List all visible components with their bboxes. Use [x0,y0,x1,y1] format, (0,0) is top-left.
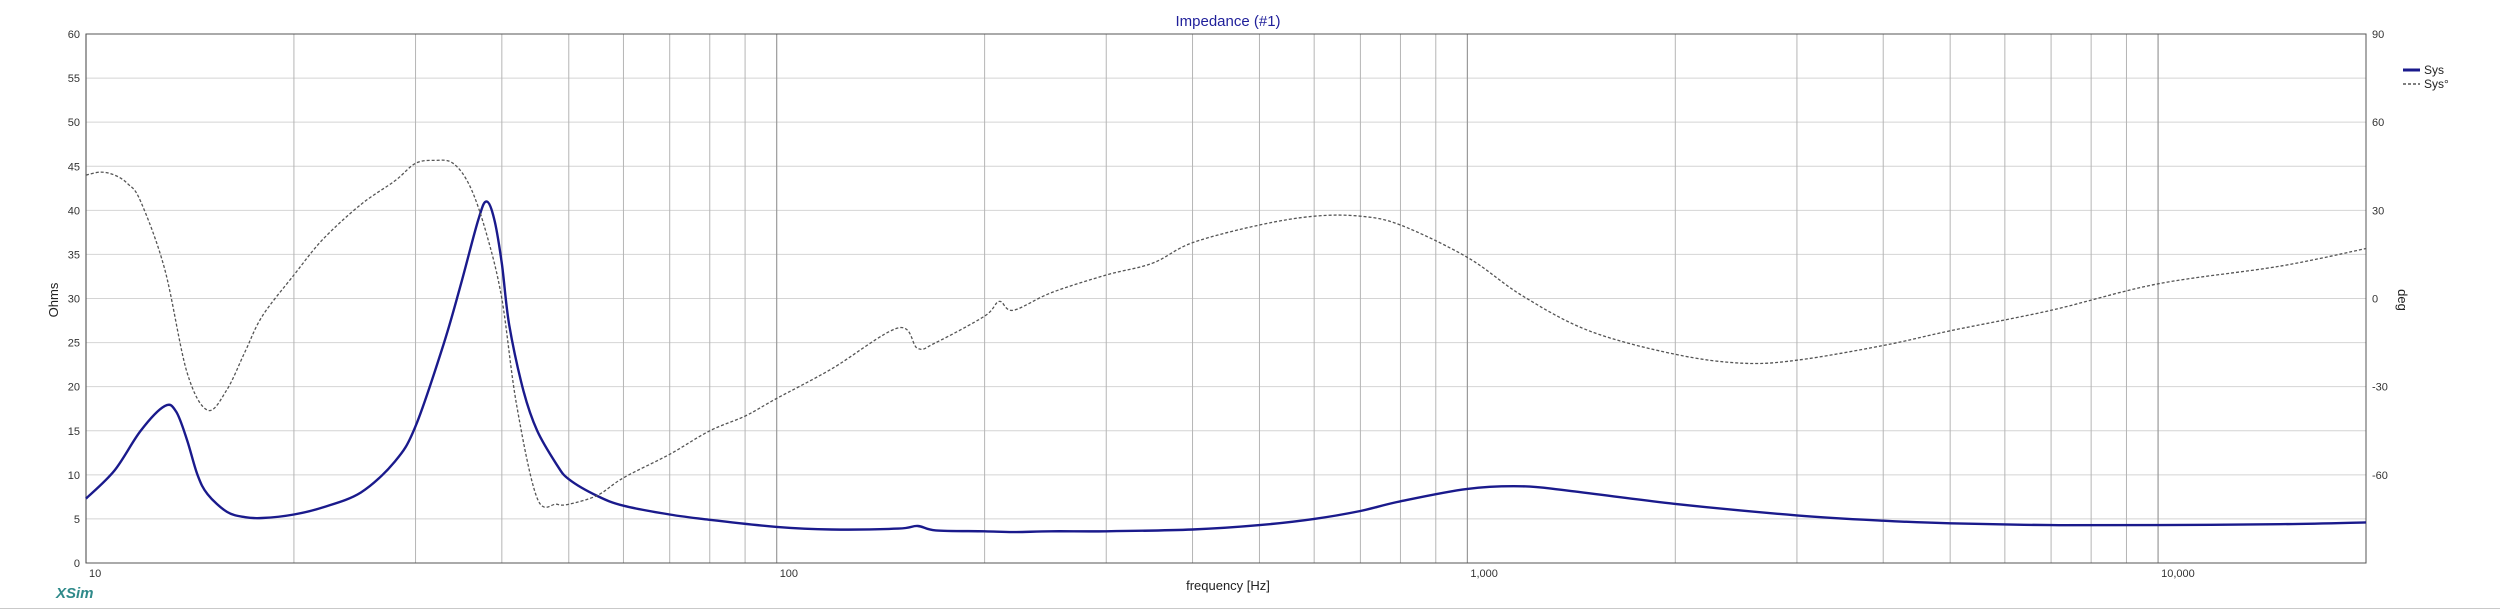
y-tick-label: 55 [68,73,80,85]
plot-frame [85,33,2367,564]
y2-tick-label: -30 [2372,382,2388,394]
x-tick-label: 100 [780,568,798,580]
y2-tick-label: 0 [2372,294,2378,306]
y-tick-label: 20 [68,382,80,394]
grid [85,33,2367,564]
y-axis-title: Ohms [46,282,61,317]
legend-label-sys-phase: Sys° [2424,77,2449,91]
y2-axis-title: deg [2395,289,2410,311]
legend: Sys Sys° [2403,63,2449,91]
bottom-border [0,608,2500,609]
x-axis-title: frequency [Hz] [1186,578,1270,593]
series-line-impedance [85,200,2367,534]
series-line-phase [85,159,2367,508]
y-tick-label: 5 [74,514,80,526]
y-tick-label: 60 [68,29,80,41]
x-tick-label: 10 [89,568,101,580]
y-tick-label: 10 [68,470,80,482]
series-layer [85,159,2367,534]
y-tick-label: 40 [68,205,80,217]
x-tick-label: 1,000 [1470,568,1498,580]
y2-tick-label: 30 [2372,205,2384,217]
y-tick-label: 30 [68,294,80,306]
y-tick-label: 45 [68,161,80,173]
y-tick-label: 35 [68,249,80,261]
y-tick-label: 25 [68,338,80,350]
y2-tick-label: 60 [2372,117,2384,129]
tick-labels: 0 5 10 15 20 25 30 35 40 45 50 55 60 -60 -30 0 30 60 90 10 1… [68,29,2388,580]
x-tick-label: 10,000 [2161,568,2195,580]
y-tick-label: 15 [68,426,80,438]
y2-tick-label: -60 [2372,470,2388,482]
chart-title: Impedance (#1) [1175,13,1280,30]
legend-label-sys: Sys [2424,63,2444,77]
brand-logo: XSim [55,585,94,602]
y2-tick-label: 90 [2372,29,2384,41]
y-tick-label: 0 [74,558,80,570]
y-tick-label: 50 [68,117,80,129]
